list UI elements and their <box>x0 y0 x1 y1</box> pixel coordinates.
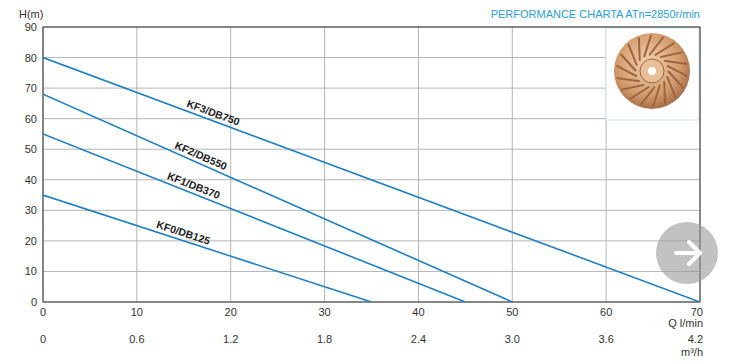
series-line <box>43 195 372 302</box>
y-tick-label: 10 <box>25 265 37 277</box>
y-axis-label: H(m) <box>19 8 43 20</box>
x-grid-line <box>230 27 231 302</box>
chart: KF3/DB750 KF2/DB550KF1/DB370 KF0/DB125 0 10 2… <box>0 0 743 364</box>
y-grid-line <box>43 149 700 150</box>
y-grid-line <box>43 271 700 272</box>
x-grid-line <box>136 27 137 302</box>
y-tick-label: 0 <box>31 296 37 308</box>
y-tick-label: 90 <box>25 21 37 33</box>
x2-tick-label: 0.6 <box>129 333 144 345</box>
series-labels: KF3/DB750 KF2/DB550KF1/DB370 KF0/DB125 <box>155 97 241 247</box>
x2-tick-label: 3.0 <box>505 333 520 345</box>
x2-axis: 0 0.6 1.2 1.8 2.4 3.0 3.6 4.2m³/h <box>40 333 703 358</box>
y-tick-label: 50 <box>25 143 37 155</box>
chart-title: PERFORMANCE CHARTA ATn=2850r/min <box>491 8 700 20</box>
y-axis: 0 10 20 30 40 50 60 70 80 90H(m) <box>19 8 43 308</box>
x2-tick-label: 1.2 <box>223 333 238 345</box>
series-line <box>43 134 465 302</box>
x-tick-label: 30 <box>318 306 330 318</box>
x-tick-label: 20 <box>225 306 237 318</box>
y-tick-label: 40 <box>25 174 37 186</box>
x-tick-label: 0 <box>40 306 46 318</box>
series-line <box>43 58 700 302</box>
x-tick-label: 60 <box>600 306 612 318</box>
x-axis-label: Q l/min <box>668 317 703 329</box>
x-grid-line <box>512 27 513 302</box>
y-grid-line <box>43 210 700 211</box>
x2-tick-label: 2.4 <box>411 333 426 345</box>
x-tick-label: 40 <box>412 306 424 318</box>
y-tick-label: 30 <box>25 204 37 216</box>
x2-tick-label: 0 <box>40 333 46 345</box>
series-label: KF0/DB125 <box>155 218 212 247</box>
x-axis: 010203040506070Q l/min <box>40 306 703 329</box>
y-grid-line <box>43 118 700 119</box>
x-tick-label: 50 <box>506 306 518 318</box>
series-line <box>43 94 512 302</box>
y-tick-label: 70 <box>25 82 37 94</box>
x-grid-line <box>324 27 325 302</box>
grid <box>43 27 700 302</box>
x2-tick-label: 1.8 <box>317 333 332 345</box>
y-tick-label: 60 <box>25 113 37 125</box>
x2-tick-label: 4.2 <box>688 333 703 345</box>
series-label: KF1/DB370 <box>166 170 222 202</box>
chart-root: KF3/DB750 KF2/DB550KF1/DB370 KF0/DB125 0 10 2… <box>0 0 743 364</box>
x-tick-label: 10 <box>131 306 143 318</box>
series-label: KF3/DB750 <box>185 97 241 128</box>
x2-axis-label: m³/h <box>681 346 703 358</box>
y-tick-label: 20 <box>25 235 37 247</box>
x2-tick-label: 3.6 <box>598 333 613 345</box>
series-label: KF2/DB550 <box>173 139 229 172</box>
plot-frame <box>43 27 700 302</box>
y-tick-label: 80 <box>25 52 37 64</box>
series-group <box>43 58 700 302</box>
y-grid-line <box>43 57 700 58</box>
next-button[interactable] <box>656 222 718 284</box>
y-grid-line <box>43 88 700 89</box>
impeller-image <box>606 28 699 120</box>
